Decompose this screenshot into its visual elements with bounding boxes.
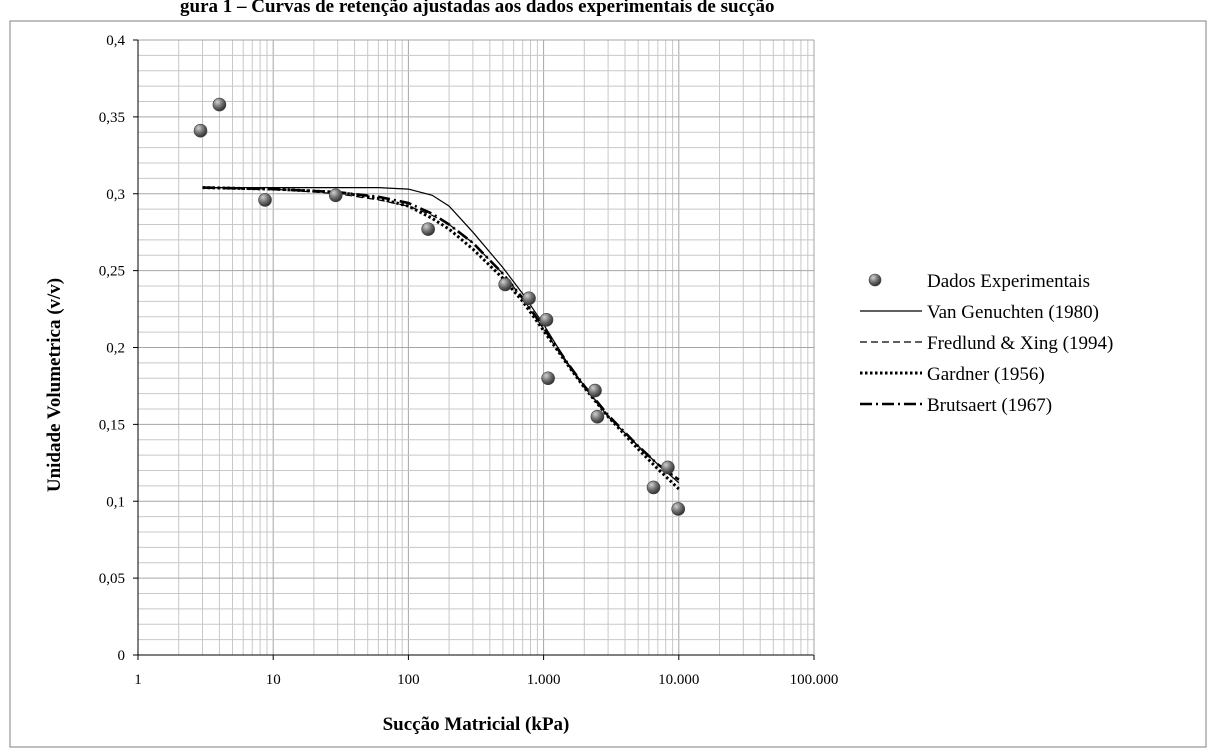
data-point: [421, 222, 435, 236]
legend-label: Gardner (1956): [927, 364, 1045, 385]
x-tick-label: 1.000: [527, 672, 561, 688]
x-tick-label: 100.000: [790, 672, 839, 688]
data-point: [212, 97, 227, 112]
y-tick-label: 0,2: [106, 341, 125, 357]
x-tick-label: 10.000: [658, 672, 699, 688]
chart-frame: [9, 20, 1207, 748]
y-axis-label: Unidade Volumetrica (v/v): [44, 278, 65, 492]
data-point: [328, 188, 343, 203]
data-point: [661, 460, 675, 475]
data-point: [671, 502, 686, 516]
data-point: [258, 193, 272, 207]
y-tick-label: 0,05: [99, 571, 125, 587]
y-tick-label: 0: [118, 648, 126, 664]
data-point: [646, 480, 661, 495]
legend-label: Dados Experimentais: [927, 271, 1090, 292]
points-layer: [193, 97, 686, 516]
data-point: [498, 277, 513, 292]
y-tick-label: 0,3: [106, 187, 125, 203]
y-tick-label: 0,35: [99, 110, 125, 126]
y-tick-label: 0,25: [99, 264, 125, 280]
caption-fragment: gura 1 – Curvas de retenção ajustadas ao…: [180, 0, 774, 17]
data-point: [588, 383, 602, 398]
legend-label: Brutsaert (1967): [927, 395, 1052, 416]
data-point: [539, 313, 554, 327]
data-point: [590, 409, 605, 424]
series-line: [202, 187, 680, 481]
legend-label: Fredlund & Xing (1994): [927, 333, 1113, 354]
x-tick-label: 100: [397, 672, 420, 688]
data-point: [522, 291, 536, 306]
legend-marker: [868, 273, 882, 287]
y-tick-label: 0,15: [99, 417, 125, 433]
x-tick-label: 10: [266, 672, 281, 688]
data-point: [541, 371, 555, 386]
x-tick-label: 1: [134, 672, 142, 688]
legend-label: Van Genuchten (1980): [927, 302, 1099, 323]
x-axis-label: Sucção Matricial (kPa): [383, 714, 570, 735]
y-tick-label: 0,4: [106, 33, 125, 49]
legend: Dados Experimentais Van Genuchten (1980) F…: [860, 271, 1113, 416]
series-line: [202, 186, 680, 481]
y-tick-label: 0,1: [106, 494, 125, 510]
tick-labels: 1 10 100 1.000 10.000 100.000 0 0,05 0,1 0,15 0,2 0…: [99, 33, 839, 688]
grid-lines: [137, 39, 814, 656]
data-point: [193, 123, 208, 138]
